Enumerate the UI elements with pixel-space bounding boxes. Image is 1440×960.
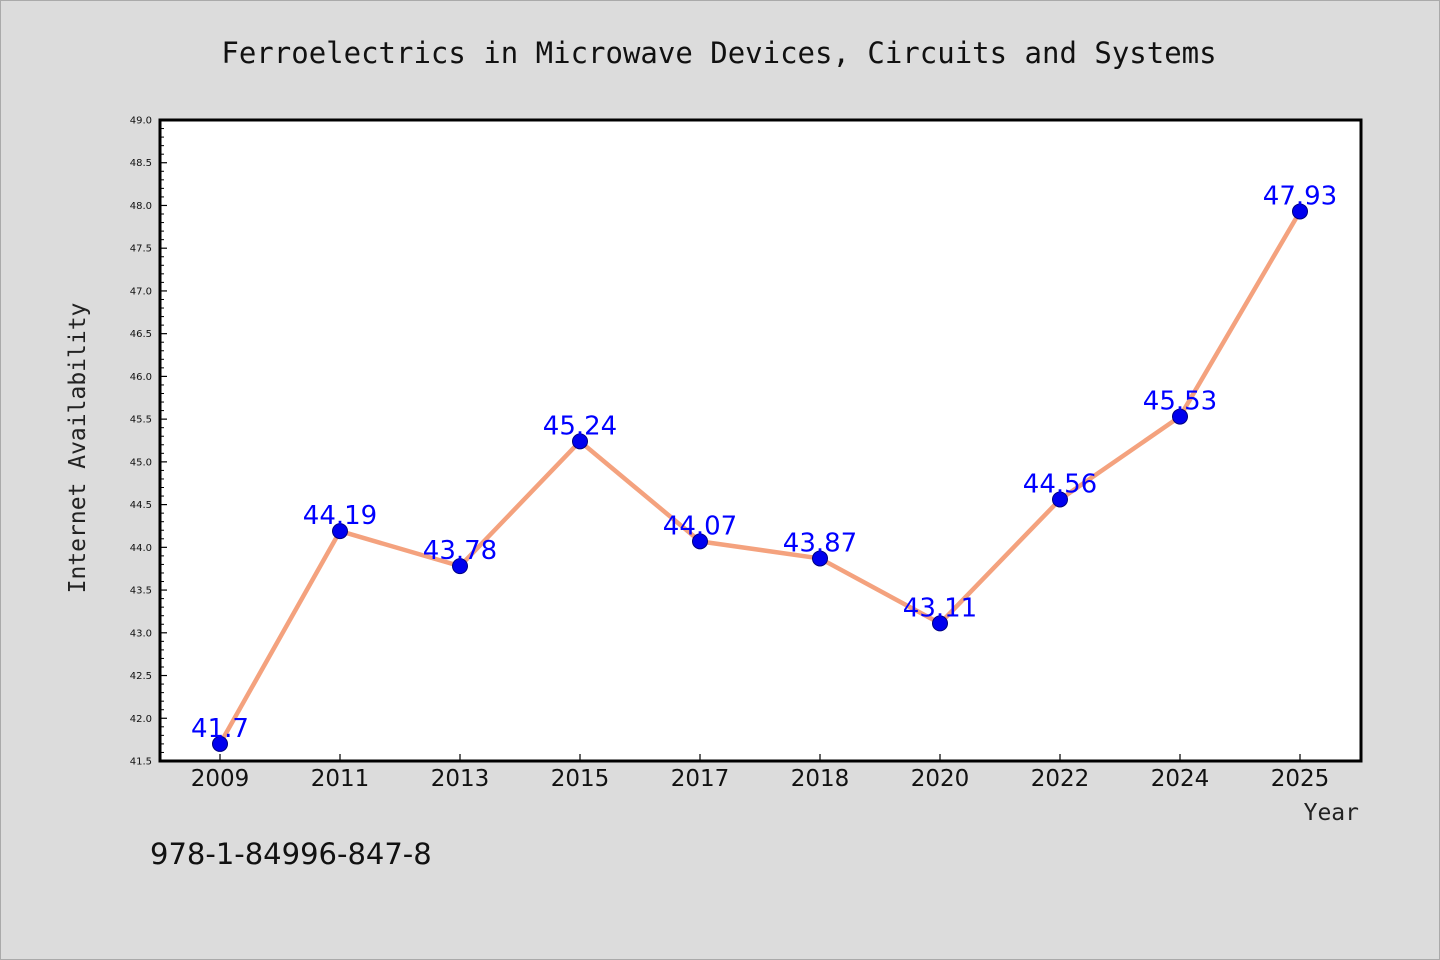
data-point bbox=[932, 615, 948, 632]
x-tick-label: 2017 bbox=[671, 766, 730, 792]
y-axis-label: Internet Availability bbox=[65, 303, 91, 594]
x-tick-label: 2009 bbox=[191, 766, 250, 792]
y-tick-label: 48.0 bbox=[130, 201, 152, 212]
data-label: 41.7 bbox=[191, 714, 249, 744]
data-label: 44.56 bbox=[1023, 469, 1097, 499]
y-tick-label: 44.5 bbox=[130, 500, 152, 511]
y-tick-label: 42.0 bbox=[130, 714, 152, 725]
chart-title: Ferroelectrics in Microwave Devices, Cir… bbox=[221, 36, 1216, 70]
x-tick-label: 2024 bbox=[1151, 766, 1210, 792]
data-point bbox=[692, 533, 708, 550]
data-point bbox=[1172, 408, 1188, 425]
y-axis: 41.5 42.0 42.5 43.0 43.5 44.0 44.5 45.0 45.5 46.0… bbox=[130, 116, 167, 768]
data-label: 45.53 bbox=[1143, 387, 1217, 417]
series-group bbox=[212, 203, 1308, 752]
data-point bbox=[452, 558, 468, 575]
data-label: 44.19 bbox=[303, 501, 377, 531]
x-tick-label: 2015 bbox=[551, 766, 610, 792]
x-tick-label: 2011 bbox=[311, 766, 370, 792]
plot-area bbox=[158, 118, 1363, 763]
data-label: 43.78 bbox=[423, 536, 497, 566]
y-tick-label: 45.0 bbox=[130, 457, 152, 468]
y-tick-label: 47.5 bbox=[130, 244, 152, 255]
isbn-annotation: 978-1-84996-847-8 bbox=[150, 837, 432, 871]
data-label: 47.93 bbox=[1263, 181, 1337, 211]
data-point bbox=[332, 523, 348, 540]
x-tick-label: 2025 bbox=[1271, 766, 1330, 792]
x-axis-label: Year bbox=[1304, 800, 1359, 826]
data-point bbox=[212, 735, 228, 752]
y-tick-label: 43.0 bbox=[130, 628, 152, 639]
y-tick-label: 48.5 bbox=[130, 158, 152, 169]
data-label: 45.24 bbox=[543, 411, 617, 441]
y-tick-label: 44.0 bbox=[130, 543, 152, 554]
y-tick-label: 41.5 bbox=[130, 757, 152, 768]
data-labels: 41.7 44.19 43.78 45.24 44.07 43.87 43.11 44.56 4… bbox=[191, 181, 1337, 743]
data-point bbox=[812, 550, 828, 567]
y-tick-label: 49.0 bbox=[130, 116, 152, 127]
x-tick-label: 2022 bbox=[1031, 766, 1090, 792]
x-tick-label: 2013 bbox=[431, 766, 490, 792]
y-tick-label: 43.5 bbox=[130, 586, 152, 597]
y-tick-label: 42.5 bbox=[130, 671, 152, 682]
data-point bbox=[572, 433, 588, 450]
y-tick-label: 46.5 bbox=[130, 329, 152, 340]
y-tick-label: 47.0 bbox=[130, 286, 152, 297]
data-point bbox=[1292, 203, 1308, 220]
y-tick-label: 46.0 bbox=[130, 372, 152, 383]
series-line bbox=[218, 210, 1302, 746]
data-label: 43.11 bbox=[903, 593, 977, 623]
data-point bbox=[1052, 491, 1068, 508]
y-tick-label: 45.5 bbox=[130, 415, 152, 426]
data-label: 43.87 bbox=[783, 528, 857, 558]
x-tick-label: 2018 bbox=[791, 766, 850, 792]
x-axis: 2009 2011 2013 2015 2017 2018 2020 2022 2024 2025 bbox=[191, 754, 1330, 792]
x-tick-label: 2020 bbox=[911, 766, 970, 792]
data-label: 44.07 bbox=[663, 511, 737, 541]
